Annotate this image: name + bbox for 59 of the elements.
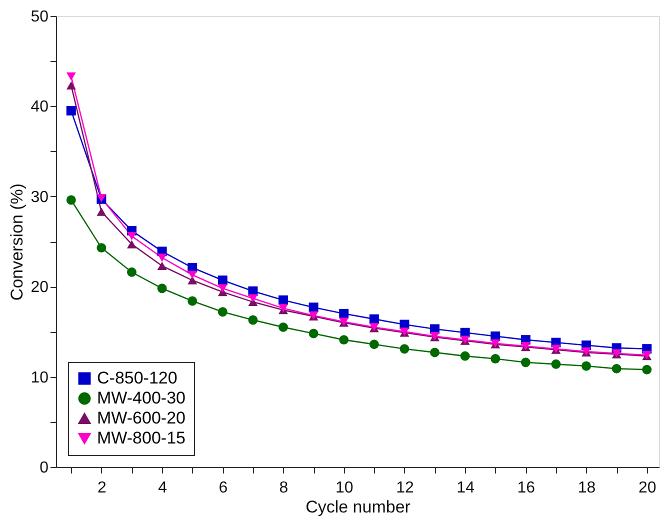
point: [551, 359, 561, 369]
point: [218, 276, 228, 286]
x-tick-label: 4: [158, 480, 168, 496]
point: [460, 351, 470, 361]
x-tick-label: 14: [456, 480, 475, 496]
point: [188, 296, 198, 306]
point: [66, 81, 76, 90]
point: [127, 240, 136, 248]
x-tick-label: 8: [279, 480, 288, 496]
legend-label: MW-400-30: [97, 388, 186, 408]
point: [66, 195, 76, 205]
point: [400, 344, 410, 354]
point: [157, 254, 167, 262]
point: [339, 335, 349, 345]
point: [520, 358, 530, 368]
point: [430, 348, 440, 358]
legend-label: C-850-120: [97, 368, 178, 388]
point: [96, 208, 106, 216]
point: [278, 295, 288, 305]
legend-label: MW-600-20: [97, 408, 186, 428]
point: [369, 340, 379, 350]
point: [308, 302, 318, 312]
point: [369, 314, 379, 324]
x-tick-label: 2: [98, 480, 106, 496]
point: [157, 262, 167, 270]
point: [248, 315, 258, 325]
point: [96, 243, 106, 253]
point: [339, 308, 349, 318]
point: [218, 284, 228, 293]
point: [490, 354, 500, 364]
legend-label: MW-800-15: [97, 428, 186, 448]
point: [66, 106, 76, 116]
y-tick-label: 0: [40, 460, 49, 476]
x-tick-label: 12: [396, 480, 414, 496]
point: [582, 361, 592, 371]
y-axis-title: Conversion (%): [8, 183, 27, 301]
point: [308, 328, 318, 338]
x-tick-label: 20: [638, 480, 656, 496]
x-axis-title: Cycle number: [306, 498, 411, 516]
x-tick-label: 16: [517, 480, 536, 496]
y-tick-label: 40: [30, 98, 49, 116]
y-tick-label: 20: [30, 279, 49, 296]
point: [66, 72, 76, 81]
point: [127, 232, 136, 240]
y-tick-label: 10: [30, 369, 49, 386]
point: [157, 284, 167, 294]
point: [127, 267, 136, 277]
x-tick-label: 18: [578, 480, 596, 496]
x-tick-label: 10: [335, 480, 354, 496]
point: [642, 364, 652, 374]
y-tick-label: 50: [30, 8, 49, 26]
point: [218, 307, 228, 317]
point: [612, 364, 622, 374]
x-tick-label: 6: [218, 480, 228, 496]
point: [248, 294, 258, 302]
point: [188, 276, 198, 284]
point: [188, 270, 198, 279]
point: [278, 322, 288, 332]
y-tick-label: 30: [30, 188, 49, 206]
